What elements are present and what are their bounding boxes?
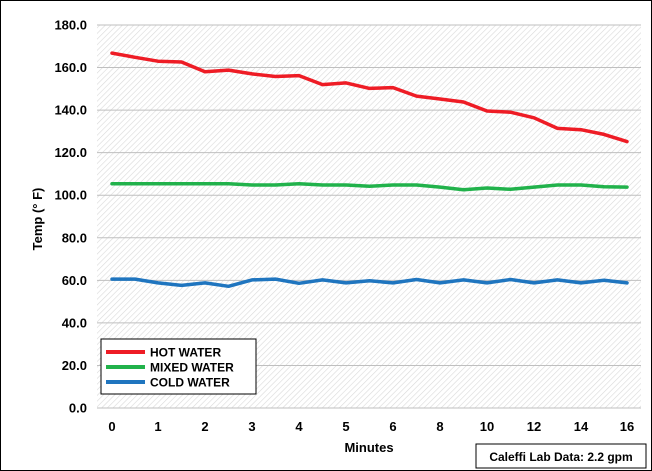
y-tick-label: 0.0 (69, 401, 87, 416)
series-line-hot-water (110, 51, 629, 144)
x-tick-label: 4 (295, 419, 303, 434)
x-axis-ticks: 0 1 2 3 4 5 6 8 10 12 14 16 (108, 419, 634, 434)
y-tick-label: 180.0 (54, 18, 87, 33)
x-tick-label: 12 (527, 419, 541, 434)
x-tick-label: 8 (436, 419, 443, 434)
y-tick-label: 140.0 (54, 103, 87, 118)
legend-label-cold-water: COLD WATER (150, 376, 230, 390)
x-tick-label: 14 (574, 419, 589, 434)
x-tick-label: 3 (248, 419, 255, 434)
x-tick-label: 0 (108, 419, 115, 434)
y-axis-ticks: 0.0 20.0 40.0 60.0 80.0 100.0 120.0 140.0 160.0 1… (54, 18, 87, 416)
x-tick-label: 5 (342, 419, 349, 434)
y-axis-label: Temp (° F) (30, 188, 45, 251)
x-axis-label: Minutes (344, 440, 393, 455)
legend: HOT WATER MIXED WATER COLD WATER (100, 338, 257, 395)
lab-data-note-text: Caleffi Lab Data: 2.2 gpm (489, 450, 632, 464)
x-tick-label: 1 (154, 419, 161, 434)
y-tick-label: 120.0 (54, 145, 87, 160)
y-tick-label: 100.0 (54, 188, 87, 203)
y-tick-label: 80.0 (62, 230, 87, 245)
x-tick-label: 10 (480, 419, 494, 434)
legend-label-hot-water: HOT WATER (150, 346, 221, 360)
y-tick-label: 160.0 (54, 60, 87, 75)
y-tick-label: 40.0 (62, 315, 87, 330)
x-tick-label: 6 (389, 419, 396, 434)
legend-label-mixed-water: MIXED WATER (150, 361, 234, 375)
x-tick-label: 16 (620, 419, 634, 434)
series-line-cold-water (110, 277, 629, 289)
y-tick-label: 20.0 (62, 358, 87, 373)
y-tick-label: 60.0 (62, 273, 87, 288)
lab-data-note: Caleffi Lab Data: 2.2 gpm (475, 443, 647, 469)
series-layer (110, 51, 629, 289)
x-tick-label: 2 (201, 419, 208, 434)
series-line-mixed-water (110, 181, 629, 192)
lab-data-note-box (475, 443, 647, 469)
